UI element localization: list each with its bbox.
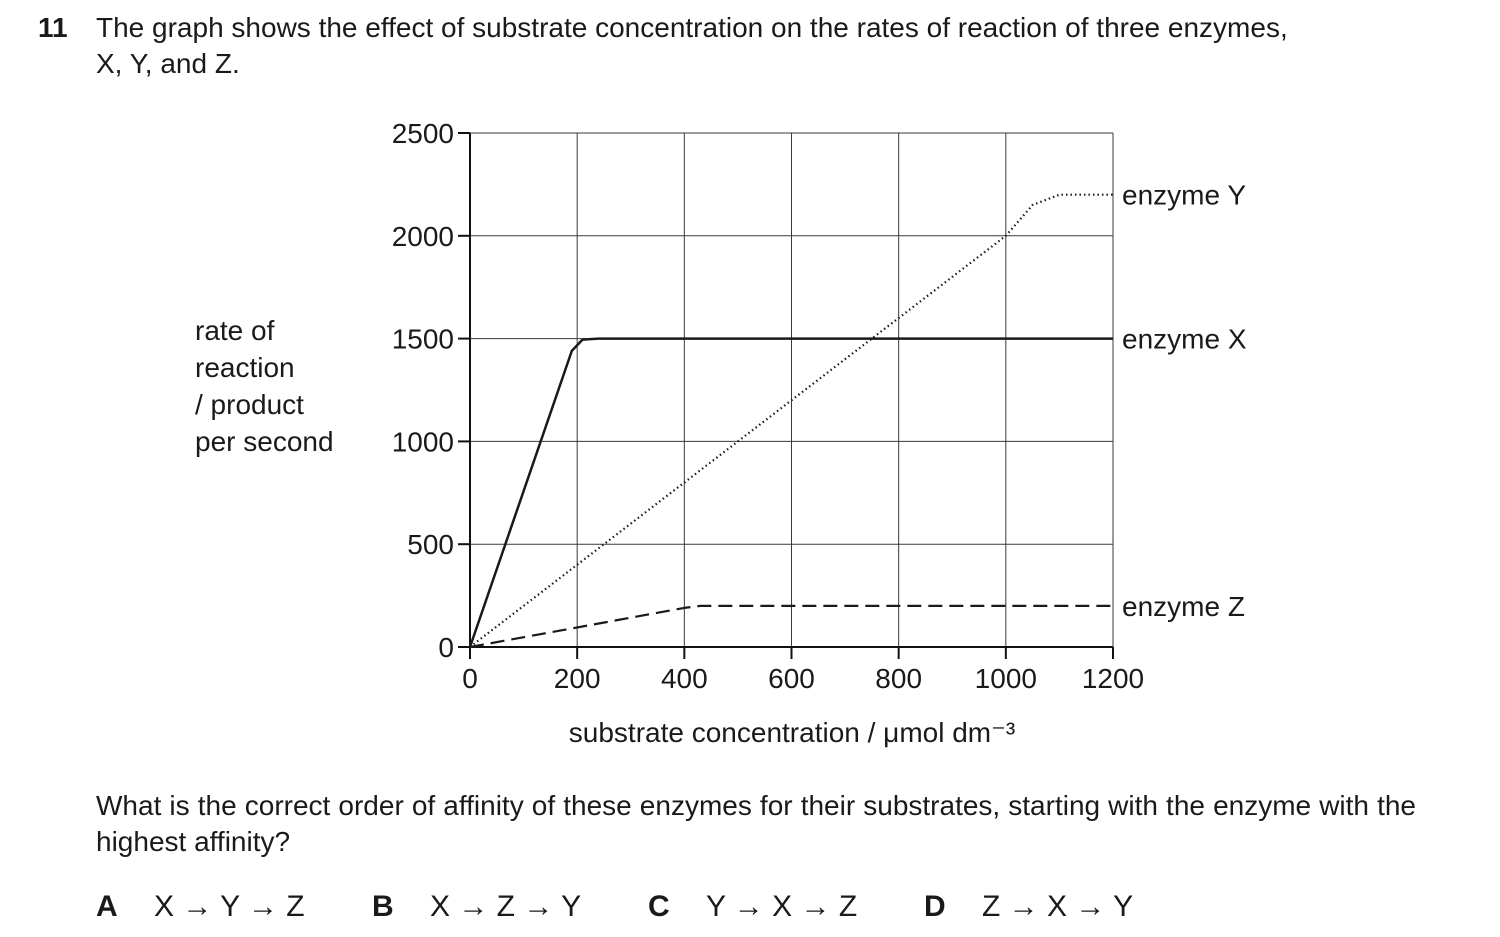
y-tick-label: 2000 bbox=[392, 221, 454, 252]
option-letter: B bbox=[372, 890, 394, 923]
option-letter: D bbox=[924, 890, 946, 923]
y-tick-label: 2500 bbox=[392, 118, 454, 149]
option-letter: C bbox=[648, 890, 670, 923]
x-tick-label: 0 bbox=[462, 663, 478, 694]
y-tick-label: 1500 bbox=[392, 324, 454, 355]
x-tick-label: 1200 bbox=[1082, 663, 1144, 694]
option-text: X → Z → Y bbox=[430, 890, 582, 923]
x-axis-label: substrate concentration / μmol dm⁻³ bbox=[569, 717, 1015, 748]
enzyme-x-line bbox=[468, 337, 1113, 648]
y-tick-label: 500 bbox=[407, 529, 454, 560]
chart-grid bbox=[469, 132, 1114, 648]
x-tick-label: 1000 bbox=[975, 663, 1037, 694]
option-text: X → Y → Z bbox=[154, 890, 305, 923]
rate-vs-substrate-chart: 0 500 1000 1500 2000 2500 0 200 400 600 800 1000 120… bbox=[392, 118, 1247, 748]
x-tick-label: 400 bbox=[661, 663, 708, 694]
chart-series bbox=[468, 193, 1113, 649]
y-axis-label-line: reaction bbox=[195, 352, 295, 383]
question-text-line1: The graph shows the effect of substrate … bbox=[96, 12, 1288, 43]
y-axis-label-line: / product bbox=[195, 389, 304, 420]
enzyme-y-label: enzyme Y bbox=[1122, 180, 1246, 211]
x-tick-label: 200 bbox=[554, 663, 601, 694]
y-axis-label-line: per second bbox=[195, 426, 334, 457]
chart-labels: 0 500 1000 1500 2000 2500 0 200 400 600 800 1000 120… bbox=[392, 118, 1247, 694]
question-text-line2: X, Y, and Z. bbox=[96, 48, 240, 79]
option-text: Y → X → Z bbox=[706, 890, 858, 923]
chart-axes bbox=[458, 132, 1114, 659]
enzyme-y-line bbox=[469, 193, 1113, 648]
question-number: 11 bbox=[38, 12, 68, 43]
enzyme-z-line bbox=[469, 604, 1113, 649]
enzyme-x-label: enzyme X bbox=[1122, 324, 1247, 355]
enzyme-z-label: enzyme Z bbox=[1122, 591, 1245, 622]
y-tick-label: 1000 bbox=[392, 426, 454, 457]
y-axis-label-line: rate of bbox=[195, 315, 275, 346]
option-text: Z → X → Y bbox=[982, 890, 1134, 923]
x-tick-label: 800 bbox=[875, 663, 922, 694]
question-stem: What is the correct order of affinity of… bbox=[96, 790, 1416, 857]
x-tick-label: 600 bbox=[768, 663, 815, 694]
y-axis-label: rate of reaction / product per second bbox=[195, 312, 334, 460]
y-tick-label: 0 bbox=[438, 632, 454, 663]
option-letter: A bbox=[96, 890, 118, 923]
